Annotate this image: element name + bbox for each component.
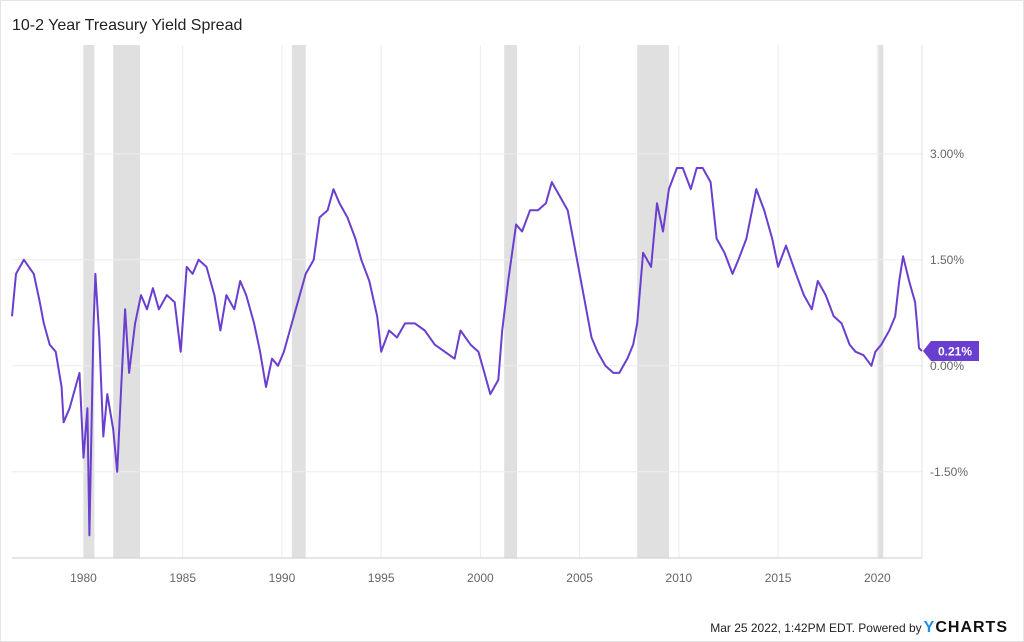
x-tick-label: 1985 (169, 571, 196, 585)
x-tick-label: 1995 (368, 571, 395, 585)
y-tick-label: 1.50% (930, 253, 964, 267)
x-tick-label: 2005 (566, 571, 593, 585)
x-tick-label: 2020 (864, 571, 891, 585)
recession-band (504, 45, 518, 558)
recession-band (113, 45, 141, 558)
series-line (11, 167, 923, 537)
recession-band (83, 45, 95, 558)
recession-band (878, 45, 884, 558)
x-tick-label: 2010 (666, 571, 693, 585)
footer: Mar 25 2022, 1:42PM EDT. Powered by YCHA… (710, 619, 1008, 637)
x-tick-label: 1980 (70, 571, 97, 585)
y-tick-label: -1.50% (930, 465, 968, 479)
x-tick-label: 1990 (269, 571, 296, 585)
y-tick-label: 3.00% (930, 147, 964, 161)
footer-timestamp: Mar 25 2022, 1:42PM EDT. Powered by (710, 621, 922, 635)
last-value-label: 0.21% (938, 344, 972, 358)
chart-title: 10-2 Year Treasury Yield Spread (12, 17, 243, 34)
last-value-badge (923, 340, 979, 361)
x-tick-label: 2000 (467, 571, 494, 585)
recession-band (637, 45, 669, 558)
x-tick-label: 2015 (765, 571, 792, 585)
ycharts-logo[interactable]: YCHARTS (923, 619, 1008, 636)
y-tick-label: 0.00% (930, 359, 964, 373)
